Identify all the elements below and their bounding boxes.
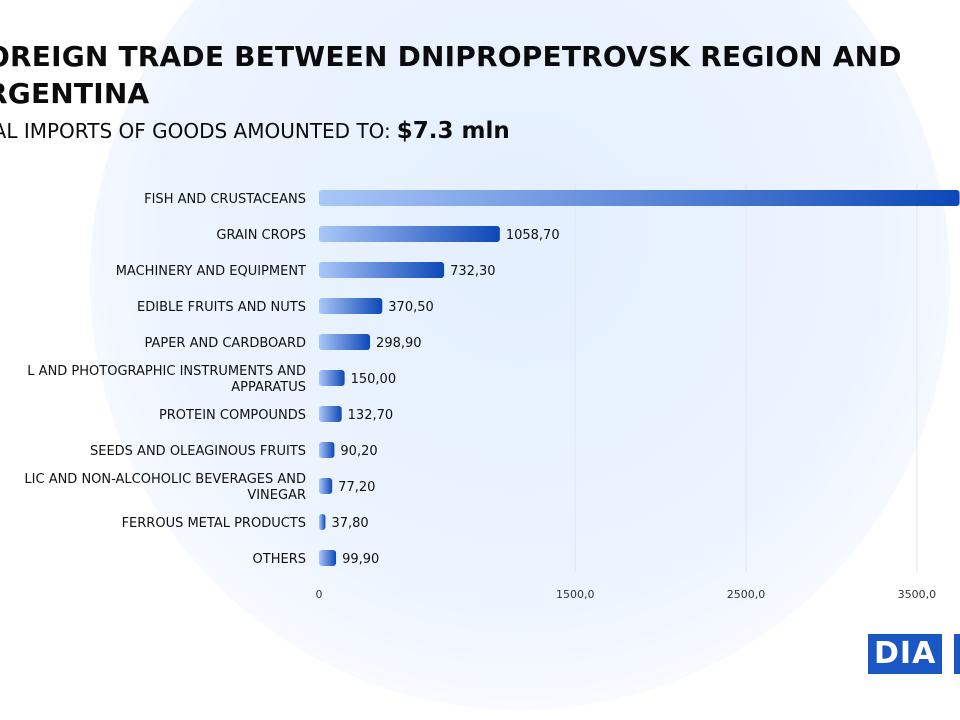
- category-label: FERROUS METAL PRODUCTS: [122, 516, 306, 531]
- bar: [319, 550, 337, 566]
- x-tick-label: 1500,0: [556, 588, 595, 601]
- bar: [319, 370, 345, 386]
- background-circle: [90, 0, 950, 710]
- category-label: LIC AND NON-ALCOHOLIC BEVERAGES AND VINEG…: [24, 472, 306, 503]
- category-label: PROTEIN COMPOUNDS: [159, 408, 306, 423]
- dia-logo: DIA: [868, 634, 960, 674]
- value-label: 150,00: [351, 372, 397, 387]
- bar: [319, 190, 960, 206]
- logo-edge: [954, 634, 960, 674]
- value-label: 77,20: [338, 480, 375, 495]
- value-label: 732,30: [450, 264, 496, 279]
- bar: [319, 442, 335, 458]
- bar: [319, 406, 342, 422]
- value-label: 298,90: [376, 336, 422, 351]
- value-label: 370,50: [388, 300, 434, 315]
- bar: [319, 226, 500, 242]
- chart-title: OREIGN TRADE BETWEEN DNIPROPETROVSK REGI…: [0, 40, 902, 110]
- value-label: 132,70: [348, 408, 394, 423]
- bar: [319, 334, 371, 350]
- bar: [319, 298, 383, 314]
- bar: [319, 514, 326, 530]
- subtitle-total: $7.3 mln: [396, 118, 510, 144]
- category-label: GRAIN CROPS: [216, 228, 306, 243]
- category-label: PAPER AND CARDBOARD: [144, 336, 306, 351]
- subtitle-prefix: TAL IMPORTS OF GOODS AMOUNTED TO:: [0, 119, 391, 143]
- x-tick-label: 0: [316, 588, 323, 601]
- category-label: EDIBLE FRUITS AND NUTS: [137, 300, 306, 315]
- category-label: OTHERS: [253, 552, 306, 567]
- value-label: 1058,70: [506, 228, 560, 243]
- value-label: 37,80: [331, 516, 368, 531]
- category-label: L AND PHOTOGRAPHIC INSTRUMENTS AND APPARA…: [27, 364, 306, 395]
- chart-subtitle: TAL IMPORTS OF GOODS AMOUNTED TO: $7.3 ml…: [0, 118, 510, 144]
- category-label: FISH AND CRUSTACEANS: [144, 192, 306, 207]
- value-label: 90,20: [340, 444, 377, 459]
- value-label: 99,90: [342, 552, 379, 567]
- bar: [319, 262, 445, 278]
- logo-text: DIA: [868, 634, 943, 674]
- category-label: SEEDS AND OLEAGINOUS FRUITS: [90, 444, 306, 459]
- category-label: MACHINERY AND EQUIPMENT: [116, 264, 306, 279]
- x-tick-label: 3500,0: [898, 588, 937, 601]
- x-tick-label: 2500,0: [727, 588, 766, 601]
- bar: [319, 478, 333, 494]
